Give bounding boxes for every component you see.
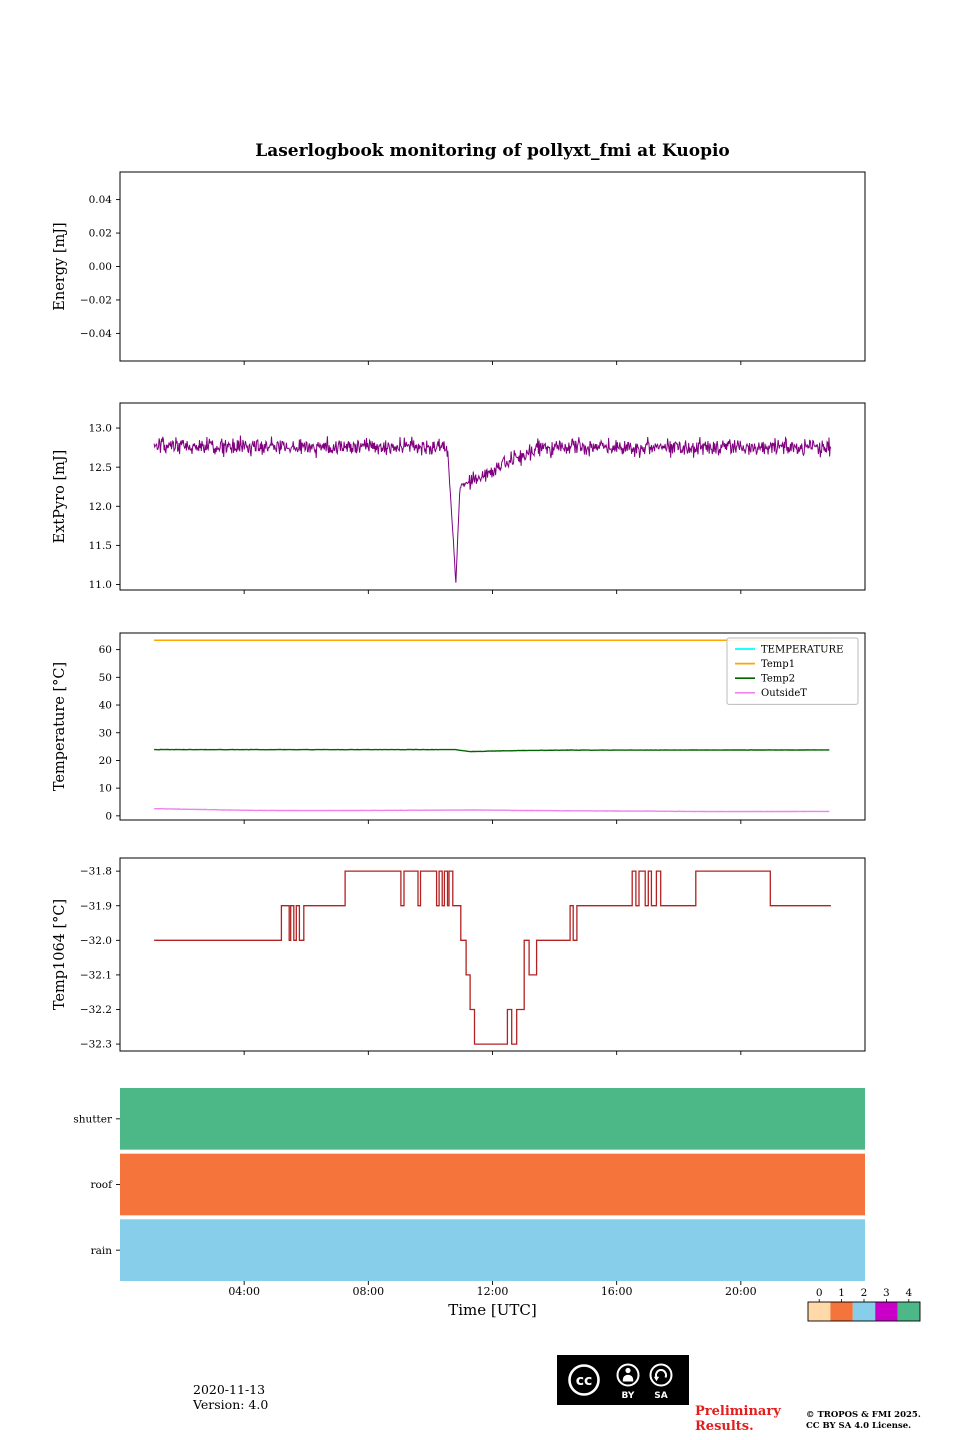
axes-frame xyxy=(119,171,866,362)
status-tick-label: roof xyxy=(90,1179,113,1191)
y-tick-label: 0 xyxy=(105,810,112,822)
status-tick-label: shutter xyxy=(73,1113,113,1125)
status-band-rain xyxy=(120,1219,865,1281)
colorbar-cell xyxy=(897,1302,920,1321)
y-tick-label: 50 xyxy=(99,672,112,684)
status-band-shutter xyxy=(120,1088,865,1150)
cc-sa-label: SA xyxy=(654,1391,667,1401)
y-tick-label: −31.9 xyxy=(80,900,112,912)
axes-frame xyxy=(119,857,866,1052)
cc-logo-icon: cc xyxy=(568,1364,600,1396)
y-tick-label: −32.3 xyxy=(80,1039,112,1051)
y-axis-label: Temperature [°C] xyxy=(52,662,68,791)
cc-logo-text: cc xyxy=(576,1373,593,1389)
y-tick-label: −0.04 xyxy=(80,328,112,340)
y-tick-label: 13.0 xyxy=(89,423,112,435)
preliminary-results-note: Preliminary Results. xyxy=(695,1404,781,1434)
charts-canvas: 0.04 0.02 0.00 −0.02 −0.04 Energy [mJ] 13.0 12.… xyxy=(52,171,921,1322)
preliminary-line2: Results. xyxy=(695,1419,754,1434)
version-label: Version: 4.0 xyxy=(193,1397,269,1412)
copyright-line2: CC BY SA 4.0 License. xyxy=(806,1421,912,1431)
y-axis-label: Energy [mJ] xyxy=(52,222,68,310)
legend-label: Temp2 xyxy=(761,674,795,685)
y-tick-label: 10 xyxy=(99,783,112,795)
y-tick-label: −0.02 xyxy=(80,295,112,307)
y-tick-label: −32.0 xyxy=(80,935,112,947)
colorbar-tick-label: 3 xyxy=(883,1287,890,1299)
status-subplot: shutter roof rain xyxy=(73,1088,865,1285)
y-tick-label: 12.0 xyxy=(89,501,112,513)
temperature-subplot: 60 50 40 30 20 10 0 Temperature [°C] TEMPERATURE… xyxy=(52,632,866,824)
status-tick-label: rain xyxy=(91,1245,113,1257)
x-tick-label: 16:00 xyxy=(601,1285,633,1298)
legend-label: Temp1 xyxy=(761,659,795,670)
colorbar-tick-label: 2 xyxy=(861,1287,868,1299)
colorbar-tick-label: 4 xyxy=(905,1287,912,1299)
copyright-note: © TROPOS & FMI 2025. CC BY SA 4.0 Licens… xyxy=(806,1410,921,1432)
y-tick-label: 20 xyxy=(99,755,112,767)
y-tick-label: −32.2 xyxy=(80,1004,112,1016)
y-tick-label: 0.02 xyxy=(89,228,112,240)
energy-subplot: 0.04 0.02 0.00 −0.02 −0.04 Energy [mJ] xyxy=(52,171,866,365)
cc-license-badge: cc BY SA xyxy=(557,1355,689,1405)
x-axis-label: Time [UTC] xyxy=(448,1301,537,1319)
series-Temp2 xyxy=(154,748,830,753)
y-tick-label: 40 xyxy=(99,700,112,712)
colorbar-cell xyxy=(875,1302,898,1321)
y-tick-label: 0.04 xyxy=(89,194,113,206)
extpyro-subplot: 13.0 12.5 12.0 11.5 11.0 ExtPyro [mJ] xyxy=(52,402,866,594)
x-tick-label: 12:00 xyxy=(477,1285,509,1298)
status-colorbar: 0 1 2 3 4 xyxy=(807,1287,921,1322)
series-ExtPyro xyxy=(153,435,832,583)
status-band-roof xyxy=(120,1153,865,1216)
colorbar-cell xyxy=(808,1302,831,1321)
colorbar-cell xyxy=(852,1302,876,1321)
y-tick-label: 0.00 xyxy=(89,261,112,273)
preliminary-line1: Preliminary xyxy=(695,1404,781,1419)
y-tick-label: −32.1 xyxy=(80,970,112,982)
date-label: 2020-11-13 xyxy=(193,1382,266,1397)
colorbar-tick-label: 0 xyxy=(816,1287,823,1299)
series-Temp1064 xyxy=(154,870,831,1045)
legend-label: TEMPERATURE xyxy=(761,644,843,655)
page-title: Laserlogbook monitoring of pollyxt_fmi a… xyxy=(255,141,730,161)
x-tick-label: 20:00 xyxy=(725,1285,757,1298)
y-axis-label: ExtPyro [mJ] xyxy=(52,450,68,544)
y-tick-label: 60 xyxy=(99,644,112,656)
cc-sa-icon: SA xyxy=(649,1363,673,1401)
cc-by-label: BY xyxy=(622,1391,635,1401)
y-tick-label: 30 xyxy=(99,727,112,739)
temp1064-subplot: −31.8 −31.9 −32.0 −32.1 −32.2 −32.3 Temp1064 [… xyxy=(52,857,866,1055)
legend-label: OutsideT xyxy=(761,688,807,699)
series-OutsideT xyxy=(154,807,830,813)
x-tick-label: 08:00 xyxy=(352,1285,384,1298)
y-axis-label: Temp1064 [°C] xyxy=(52,899,68,1010)
legend-box xyxy=(726,637,859,705)
x-tick-label: 04:00 xyxy=(228,1285,260,1298)
axes-frame xyxy=(119,402,866,591)
cc-by-icon: BY xyxy=(616,1363,640,1401)
colorbar-cell xyxy=(830,1302,853,1321)
y-tick-label: 11.5 xyxy=(89,540,112,552)
y-tick-label: −31.8 xyxy=(80,866,112,878)
copyright-line1: © TROPOS & FMI 2025. xyxy=(806,1410,921,1420)
y-tick-label: 12.5 xyxy=(89,462,112,474)
colorbar-tick-label: 1 xyxy=(838,1287,845,1299)
y-tick-label: 11.0 xyxy=(89,579,112,591)
